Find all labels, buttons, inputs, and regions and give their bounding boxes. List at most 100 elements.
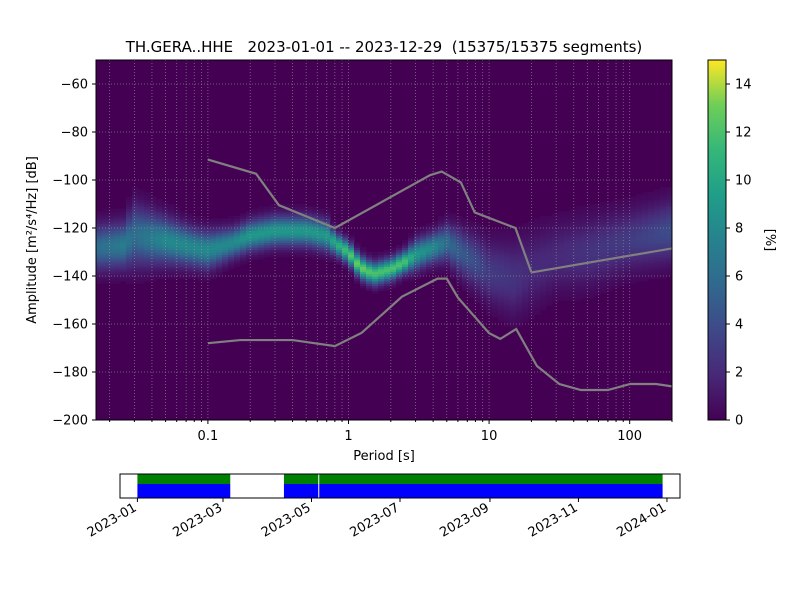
heatmap-cell bbox=[288, 252, 295, 255]
heatmap-cell bbox=[666, 216, 672, 219]
heatmap-cell bbox=[372, 283, 379, 287]
heatmap-cell bbox=[240, 254, 247, 258]
heatmap-cell bbox=[138, 266, 145, 270]
heatmap-cell bbox=[642, 194, 649, 198]
heatmap-cell bbox=[180, 249, 187, 253]
heatmap-cell bbox=[174, 249, 181, 253]
heatmap-cell bbox=[654, 232, 661, 236]
heatmap-cell bbox=[288, 225, 295, 229]
heatmap-cell bbox=[564, 252, 571, 255]
heatmap-cell bbox=[306, 213, 313, 217]
heatmap-cell bbox=[630, 235, 637, 239]
heatmap-cell bbox=[408, 252, 415, 255]
heatmap-cell bbox=[156, 240, 163, 243]
heatmap-cell bbox=[414, 276, 421, 279]
heatmap-cell bbox=[378, 283, 385, 287]
heatmap-cell bbox=[510, 276, 517, 279]
heatmap-cell bbox=[564, 290, 571, 294]
heatmap-cell bbox=[648, 271, 655, 275]
heatmap-cell bbox=[144, 278, 151, 282]
heatmap-cell bbox=[210, 254, 217, 258]
heatmap-cell bbox=[618, 276, 625, 279]
heatmap-cell bbox=[228, 264, 235, 267]
heatmap-cell bbox=[174, 266, 181, 270]
heatmap-cell bbox=[120, 213, 127, 217]
heatmap-cell bbox=[246, 211, 253, 215]
heatmap-cell bbox=[516, 242, 523, 246]
heatmap-cell bbox=[588, 244, 595, 248]
heatmap-cell bbox=[198, 235, 205, 239]
heatmap-cell bbox=[552, 271, 559, 275]
heatmap-cell bbox=[420, 266, 427, 270]
heatmap-cell bbox=[186, 273, 193, 277]
heatmap-cell bbox=[210, 237, 217, 241]
heatmap-cell bbox=[126, 273, 133, 277]
heatmap-cell bbox=[450, 259, 457, 263]
heatmap-cell bbox=[408, 264, 415, 267]
heatmap-cell bbox=[450, 218, 457, 222]
heatmap-cell bbox=[108, 249, 115, 253]
heatmap-cell bbox=[540, 302, 547, 306]
heatmap-cell bbox=[594, 204, 601, 207]
heatmap-cell bbox=[552, 288, 559, 291]
heatmap-cell bbox=[534, 283, 541, 287]
heatmap-cell bbox=[180, 218, 187, 222]
heatmap-cell bbox=[576, 218, 583, 222]
heatmap-cell bbox=[630, 237, 637, 241]
heatmap-cell bbox=[570, 288, 577, 291]
heatmap-cell bbox=[138, 273, 145, 277]
heatmap-cell bbox=[666, 204, 672, 207]
heatmap-cell bbox=[648, 276, 655, 279]
heatmap-cell bbox=[660, 266, 667, 270]
heatmap-cell bbox=[96, 220, 103, 224]
heatmap-cell bbox=[606, 204, 613, 207]
heatmap-cell bbox=[534, 280, 541, 284]
heatmap-cell bbox=[354, 271, 361, 275]
heatmap-cell bbox=[258, 249, 265, 253]
heatmap-cell bbox=[312, 213, 319, 217]
heatmap-cell bbox=[126, 228, 133, 231]
heatmap-cell bbox=[642, 264, 649, 267]
heatmap-cell bbox=[144, 254, 151, 258]
heatmap-cell bbox=[342, 240, 349, 243]
heatmap-cell bbox=[198, 273, 205, 277]
heatmap-cell bbox=[126, 261, 133, 265]
heatmap-cell bbox=[492, 237, 499, 241]
heatmap-cell bbox=[132, 211, 139, 215]
heatmap-cell bbox=[612, 249, 619, 253]
heatmap-cell bbox=[144, 223, 151, 227]
heatmap-cell bbox=[534, 288, 541, 291]
heatmap-cell bbox=[570, 290, 577, 294]
heatmap-cell bbox=[270, 211, 277, 215]
heatmap-cell bbox=[570, 235, 577, 239]
heatmap-cell bbox=[582, 220, 589, 224]
heatmap-cell bbox=[144, 192, 151, 195]
heatmap-cell bbox=[384, 252, 391, 255]
heatmap-cell bbox=[288, 204, 295, 207]
heatmap-cell bbox=[636, 230, 643, 234]
heatmap-cell bbox=[582, 256, 589, 260]
heatmap-cell bbox=[624, 247, 631, 251]
heatmap-cell bbox=[96, 268, 103, 272]
heatmap-cell bbox=[528, 264, 535, 267]
heatmap-cell bbox=[612, 235, 619, 239]
heatmap-cell bbox=[600, 273, 607, 277]
heatmap-cell bbox=[654, 273, 661, 277]
heatmap-cell bbox=[438, 259, 445, 263]
heatmap-cell bbox=[630, 208, 637, 212]
heatmap-cell bbox=[372, 266, 379, 270]
heatmap-cell bbox=[138, 254, 145, 258]
heatmap-cell bbox=[558, 242, 565, 246]
heatmap-cell bbox=[666, 201, 672, 205]
heatmap-cell bbox=[504, 240, 511, 243]
heatmap-cell bbox=[348, 261, 355, 265]
heatmap-cell bbox=[258, 211, 265, 215]
heatmap-cell bbox=[456, 276, 463, 279]
heatmap-cell bbox=[156, 206, 163, 210]
heatmap-cell bbox=[168, 249, 175, 253]
heatmap-cell bbox=[588, 237, 595, 241]
noise-model-curves bbox=[207, 158, 672, 392]
heatmap-cell bbox=[588, 271, 595, 275]
heatmap-cell bbox=[360, 285, 367, 289]
heatmap-cell bbox=[618, 225, 625, 229]
